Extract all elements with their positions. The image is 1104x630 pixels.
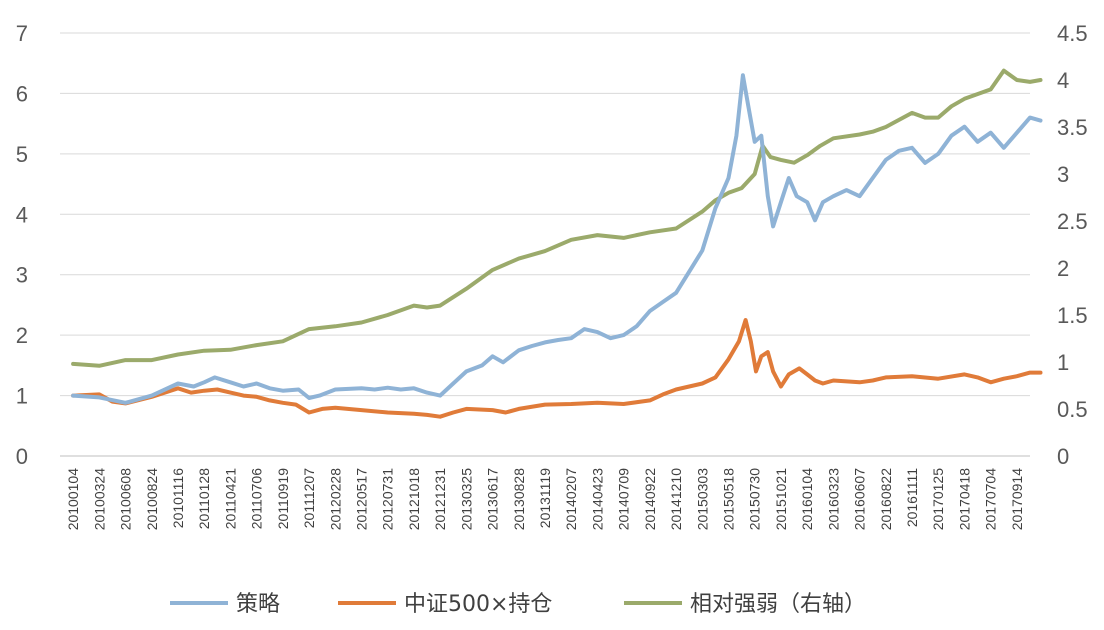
y-right-tick-label: 4 [1057,68,1069,93]
y-right-tick-label: 2.5 [1057,209,1088,234]
x-tick-label: 20130617 [485,468,501,531]
series-line-0 [71,73,1043,405]
x-tick-label: 20141210 [668,468,684,531]
y-left-tick-label: 3 [16,263,28,288]
x-tick-label: 20130325 [458,468,474,531]
x-axis: 20100104 20100324 20100608 20100824 20101116… [65,468,1025,531]
y-right-tick-label: 0 [1057,444,1069,469]
legend-label: 中证500×持仓 [404,592,552,617]
y-left-tick-label: 5 [16,142,28,167]
x-tick-label: 20150518 [721,468,737,531]
x-tick-label: 20110706 [249,468,265,529]
legend-label: 相对强弱（右轴） [690,592,866,617]
x-tick-label: 20160104 [799,468,815,531]
x-tick-label: 20120517 [353,468,369,531]
x-tick-label: 20160822 [878,468,894,531]
x-tick-label: 20120228 [327,468,343,531]
y-right-tick-label: 3.5 [1057,115,1088,140]
x-tick-label: 20140922 [642,468,658,531]
x-tick-label: 20131119 [537,468,553,528]
x-tick-label: 20130828 [511,468,527,531]
x-tick-label: 20111207 [301,468,317,528]
y-right-tick-label: 3 [1057,162,1069,187]
x-tick-label: 20170418 [956,468,972,531]
y-left-tick-label: 6 [16,81,28,106]
x-tick-label: 20170125 [930,468,946,531]
y-left-tick-label: 2 [16,323,28,348]
y-left-tick-label: 1 [16,384,28,409]
x-tick-label: 20120731 [380,468,396,531]
x-tick-label: 20151021 [773,468,789,531]
y-right-tick-label: 2 [1057,256,1069,281]
y-right-tick-label: 0.5 [1057,397,1088,422]
x-tick-label: 20101116 [170,468,186,528]
gridlines [60,32,1030,457]
x-tick-label: 20121231 [432,468,448,531]
y-axis-left: 0 1 2 3 4 5 6 7 [16,21,28,469]
x-tick-label: 20140423 [589,468,605,531]
x-tick-label: 20161111 [904,468,920,527]
x-tick-label: 20110421 [222,468,238,529]
x-tick-label: 20110919 [275,468,291,529]
y-left-tick-label: 4 [16,202,28,227]
x-tick-label: 20100324 [91,468,107,531]
legend: 策略 中证500×持仓 相对强弱（右轴） [170,592,866,617]
x-tick-label: 20160607 [852,468,868,531]
x-tick-label: 20140207 [563,468,579,531]
x-tick-label: 20110128 [196,468,212,529]
x-tick-label: 20100104 [65,468,81,531]
series-lines [71,68,1043,419]
y-left-tick-label: 0 [16,444,28,469]
x-tick-label: 20121018 [406,468,422,531]
y-axis-right: 0 0.5 1 1.5 2 2.5 3 3.5 4 4.5 [1057,21,1088,469]
y-left-tick-label: 7 [16,21,28,46]
y-right-tick-label: 1 [1057,350,1069,375]
x-tick-label: 20100824 [144,468,160,531]
series-line-2 [71,68,1043,368]
y-right-tick-label: 1.5 [1057,303,1088,328]
x-tick-label: 20150303 [694,468,710,531]
legend-label: 策略 [236,592,280,617]
x-tick-label: 20100608 [118,468,134,531]
series-line-1 [71,318,1043,419]
y-right-tick-label: 4.5 [1057,21,1088,46]
x-tick-label: 20140709 [616,468,632,531]
x-tick-label: 20170914 [1009,468,1025,531]
x-tick-label: 20160323 [825,468,841,531]
x-tick-label: 20170704 [983,468,999,531]
x-tick-label: 20150730 [747,468,763,531]
